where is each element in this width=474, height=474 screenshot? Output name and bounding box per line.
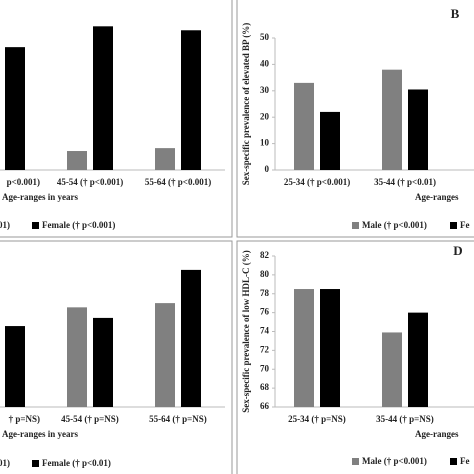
bar <box>382 69 402 170</box>
bar <box>181 30 201 170</box>
y-tick-label: 82 <box>260 250 270 260</box>
x-axis-title: Age-ranges in years <box>2 192 78 202</box>
x-tick-label: 45-54 († p=NS) <box>61 414 119 424</box>
y-axis-title: Sex-specific prevalence of elevated BP (… <box>241 23 251 186</box>
bar <box>382 332 402 407</box>
bar <box>93 26 113 171</box>
y-tick-label: 50 <box>260 32 270 42</box>
legend-swatch <box>450 458 457 465</box>
x-axis-title: Age-ranges in years <box>2 429 78 439</box>
bar <box>408 312 428 407</box>
x-tick-label: 35-44 († p=NS) <box>376 414 434 424</box>
bar <box>320 289 340 407</box>
bar <box>155 303 175 407</box>
y-tick-label: 0 <box>265 164 270 174</box>
legend-label: Male († p<0.001) <box>362 220 427 230</box>
y-tick-label: 20 <box>260 111 270 121</box>
legend-swatch <box>450 222 457 229</box>
y-tick-label: 76 <box>260 307 270 317</box>
bar <box>67 151 87 170</box>
legend-label: Female († p<0.001) <box>42 220 115 230</box>
x-tick-label: 25-34 († p=NS) <box>288 414 346 424</box>
x-tick-label: 45-54 († p<0.001) <box>57 177 123 187</box>
legend-label: Female († p<0.01) <box>42 458 111 468</box>
y-tick-label: 30 <box>260 85 270 95</box>
bar <box>93 317 113 407</box>
bar <box>5 326 25 407</box>
legend-swatch <box>352 222 359 229</box>
x-tick-label: † p=NS) <box>9 414 40 424</box>
legend-label: Fe <box>460 220 470 230</box>
x-axis-title: Age-ranges <box>415 192 459 202</box>
panel-frame <box>236 0 474 238</box>
bar <box>181 269 201 407</box>
legend-swatch <box>352 458 359 465</box>
legend-swatch <box>32 460 39 467</box>
y-tick-label: 78 <box>260 288 270 298</box>
y-axis-title: Sex-specific prevalence of low HDL-C (%) <box>241 250 251 413</box>
bar <box>67 307 87 407</box>
y-tick-label: 74 <box>260 326 270 336</box>
legend-swatch <box>32 222 39 229</box>
bar <box>408 89 428 170</box>
legend-label: Male († p<0.001) <box>362 456 427 466</box>
y-tick-label: 66 <box>260 401 270 411</box>
x-axis-title: Age-ranges <box>415 429 459 439</box>
x-tick-label: 25-34 († p<0.001) <box>284 177 350 187</box>
y-tick-label: 80 <box>260 269 270 279</box>
y-tick-label: 72 <box>260 344 270 354</box>
legend-label: Fe <box>460 456 470 466</box>
y-tick-label: 40 <box>260 58 270 68</box>
x-tick-label: 55-64 († p<0.001) <box>145 177 211 187</box>
panel-frame <box>0 240 233 474</box>
panel-frame <box>0 0 233 238</box>
bar <box>5 47 25 170</box>
panel-label: D <box>453 243 462 258</box>
y-tick-label: 68 <box>260 382 270 392</box>
bar <box>294 82 314 170</box>
bar <box>155 148 175 170</box>
panel-frame <box>236 240 474 474</box>
legend-label: 01) <box>0 220 10 230</box>
legend-label: 01) <box>0 458 10 468</box>
x-tick-label: 55-64 († p=NS) <box>149 414 207 424</box>
y-tick-label: 10 <box>260 138 270 148</box>
x-tick-label: 35-44 († p<0.01) <box>374 177 436 187</box>
bar <box>294 289 314 407</box>
panel-label: B <box>451 6 460 21</box>
x-tick-label: p<0.001) <box>7 177 40 187</box>
bar <box>320 111 340 170</box>
y-tick-label: 70 <box>260 363 270 373</box>
